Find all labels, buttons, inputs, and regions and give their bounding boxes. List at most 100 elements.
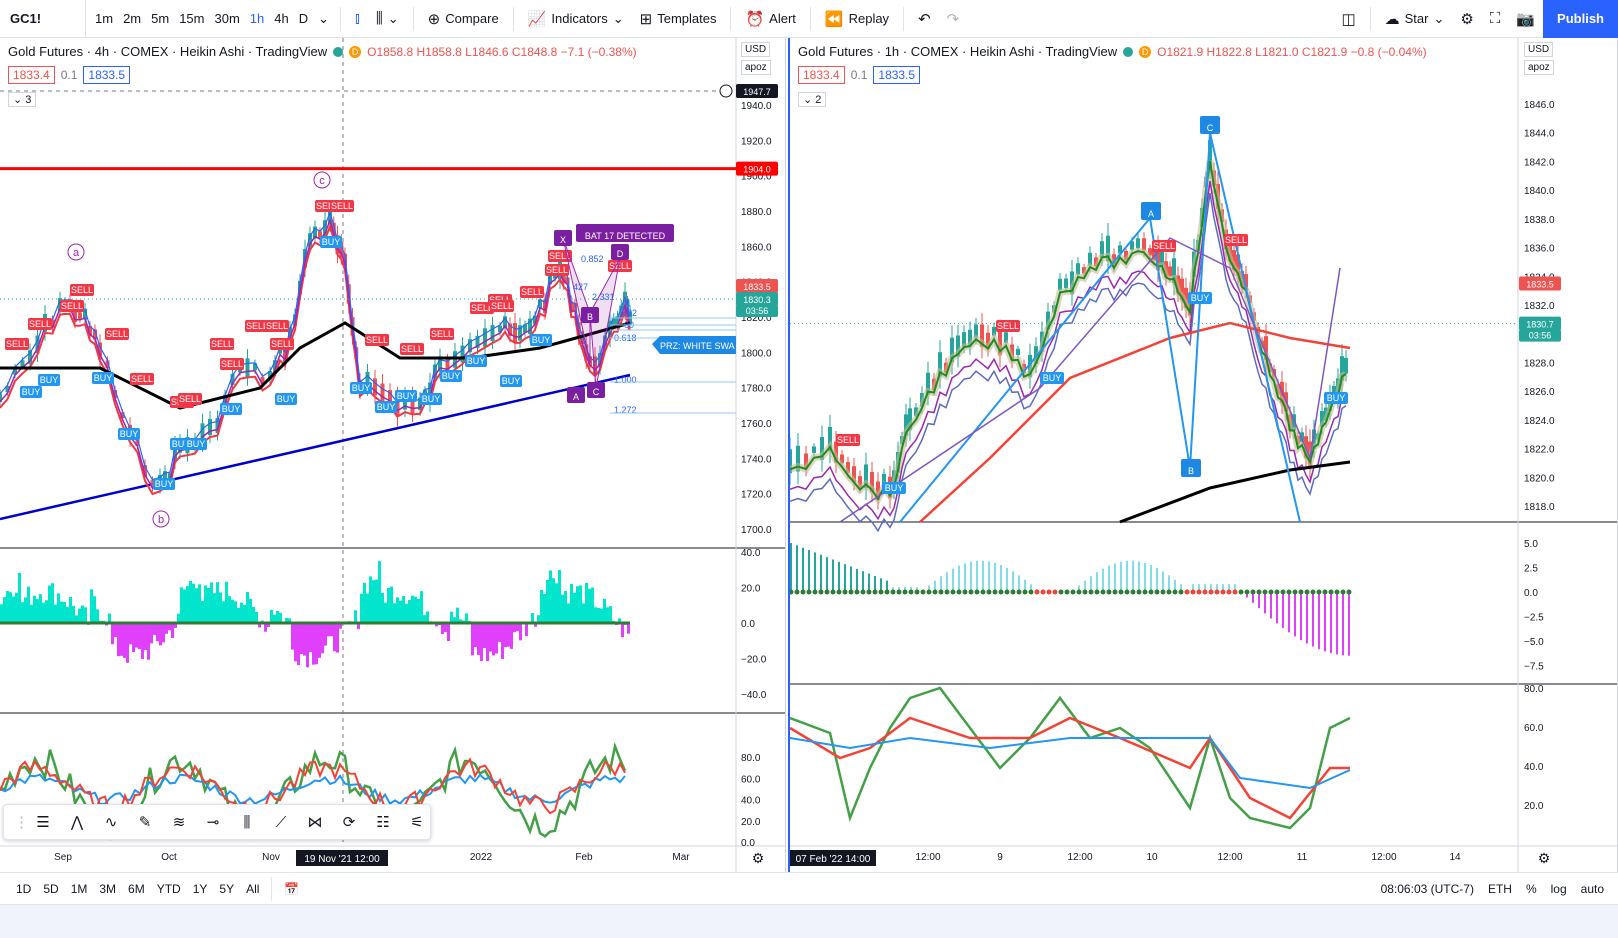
bid-button[interactable]: 1833.4 — [8, 66, 55, 84]
undo-button[interactable]: ↶ — [910, 0, 939, 38]
compare-button[interactable]: ⊕ Compare — [420, 0, 507, 38]
osc1-bar — [423, 615, 426, 623]
left-chart-pane[interactable]: 1940.01920.01900.01880.01860.01840.01820… — [0, 38, 786, 872]
cycle-icon[interactable]: ⟳ — [342, 814, 356, 831]
currency-select[interactable]: USD — [741, 42, 771, 57]
right-chart-canvas[interactable]: 1846.01844.01842.01840.01838.01836.01834… — [790, 38, 1618, 872]
trend-line-icon[interactable]: ⟋ — [275, 813, 287, 831]
buy-signal-tag-bg — [465, 355, 487, 367]
range-3m[interactable]: 3M — [99, 881, 117, 896]
osc1-tick: −20.0 — [741, 655, 767, 666]
redo-button[interactable]: ↷ — [939, 0, 968, 38]
unit-select[interactable]: apoz — [741, 60, 771, 75]
buy-signal-tag-bg — [220, 403, 242, 415]
range-1d[interactable]: 1D — [16, 881, 32, 896]
osc1-dot — [1220, 589, 1226, 595]
osc1-tick: 2.5 — [1524, 564, 1538, 575]
horizontal-ray-icon[interactable]: ⊸ — [206, 814, 220, 831]
range-1y[interactable]: 1Y — [192, 881, 208, 896]
indicator-collapse-button[interactable]: ⌄ 2 — [798, 92, 827, 107]
candle-body — [20, 360, 25, 367]
symbol-search[interactable]: GC1! — [0, 0, 86, 38]
osc1-bar — [453, 617, 456, 623]
lines-tool-icon[interactable]: ☰ — [36, 814, 50, 831]
replay-button[interactable]: ⏪ Replay — [817, 0, 897, 38]
session-toggle[interactable]: ETH — [1487, 881, 1512, 896]
save-star-button[interactable]: ☁ Star ⌄ — [1377, 0, 1453, 38]
osc1-bar — [621, 623, 624, 638]
divider — [412, 6, 414, 31]
candle-body — [380, 383, 385, 403]
publish-button[interactable]: Publish — [1543, 0, 1618, 38]
candle-body — [323, 220, 327, 239]
candle-body — [143, 465, 147, 477]
templates-button[interactable]: ⊞ Templates — [632, 0, 725, 38]
candle-body — [1232, 250, 1236, 271]
candle-body — [1088, 252, 1092, 266]
range-all[interactable]: All — [246, 881, 260, 896]
candle-body — [88, 325, 92, 336]
xabcd-pattern-icon[interactable]: ⋈ — [307, 814, 323, 831]
range-5y[interactable]: 5Y — [219, 881, 235, 896]
fullscreen-button[interactable]: ⛶ — [1482, 0, 1509, 38]
osc1-bar — [327, 623, 330, 637]
bid-button[interactable]: 1833.4 — [798, 66, 845, 84]
interval-2m[interactable]: 2m — [123, 11, 142, 26]
log-toggle[interactable]: log — [1550, 881, 1567, 896]
bottom-toolbar: 1D 5D 1M 3M 6M YTD 1Y 5Y All 📅 08:06:03 (UTC-7) … — [0, 872, 1618, 904]
abcd-pattern-icon[interactable]: ⋀ — [70, 814, 84, 831]
wave-label: b — [158, 514, 164, 526]
left-chart-canvas[interactable]: 1940.01920.01900.01880.01860.01840.01820… — [0, 38, 786, 872]
filters-icon[interactable]: ☷ — [376, 814, 390, 831]
osc1-bar — [57, 593, 60, 623]
chart-type-candles-button[interactable]: ⫼ ⌄ — [368, 0, 407, 38]
osc1-bar — [180, 587, 183, 623]
range-5d[interactable]: 5D — [43, 881, 59, 896]
chevron-down-icon: ⌄ — [612, 10, 624, 26]
candle-body — [790, 449, 792, 474]
osc1-bar — [36, 599, 39, 623]
interval-1m[interactable]: 1m — [95, 11, 114, 26]
interval-15m[interactable]: 15m — [179, 11, 205, 26]
osc1-bar — [534, 623, 537, 627]
osc1-bar — [201, 601, 204, 623]
chart-type-bars-button[interactable]: ⫾ — [347, 0, 368, 38]
auto-toggle[interactable]: auto — [1580, 881, 1604, 896]
ask-button[interactable]: 1833.5 — [873, 66, 921, 84]
osc1-dot — [836, 589, 842, 595]
osc1-bar — [1174, 579, 1176, 592]
interval-1h[interactable]: 1h — [249, 11, 265, 26]
time-tick: 12:00 — [915, 852, 940, 863]
percent-toggle[interactable]: % — [1525, 881, 1537, 896]
currency-select[interactable]: USD — [1524, 42, 1554, 57]
osc1-bar — [1078, 585, 1080, 592]
interval-5m[interactable]: 5m — [151, 11, 170, 26]
osc1-bar — [120, 623, 123, 656]
interval-4h[interactable]: 4h — [274, 11, 289, 26]
indicators-button[interactable]: 📈 Indicators ⌄ — [520, 0, 632, 38]
drag-handle-icon[interactable]: ⋮ — [14, 814, 29, 831]
goto-date-icon[interactable]: 📅 — [284, 881, 300, 896]
add-alert-icon[interactable] — [719, 84, 733, 98]
range-6m[interactable]: 6M — [128, 881, 145, 896]
clock[interactable]: 08:06:03 (UTC-7) — [1380, 881, 1474, 896]
ask-button[interactable]: 1833.5 — [83, 66, 131, 84]
interval-dropdown-icon[interactable]: ⌄ — [318, 10, 330, 26]
snapshot-button[interactable]: 📷 — [1508, 0, 1543, 38]
settings-button[interactable]: ⚙ — [1452, 0, 1481, 38]
brush-icon[interactable]: ✎ — [138, 814, 152, 831]
alert-button[interactable]: ⏰ Alert — [737, 0, 803, 38]
range-ytd[interactable]: YTD — [156, 881, 181, 896]
fib-channel-icon[interactable]: ≋ — [172, 814, 186, 831]
interval-30m[interactable]: 30m — [214, 11, 240, 26]
unit-select[interactable]: apoz — [1524, 60, 1554, 75]
candles-tool-icon[interactable]: ⫼ — [243, 813, 251, 831]
elliott-wave-icon[interactable]: ∿ — [104, 814, 118, 831]
indicator-collapse-button[interactable]: ⌄ 3 — [8, 92, 37, 107]
layout-button[interactable]: ◫ — [1333, 0, 1363, 38]
osc1-bar — [318, 623, 321, 658]
range-1m[interactable]: 1M — [70, 881, 88, 896]
right-chart-pane[interactable]: 1846.01844.01842.01840.01838.01836.01834… — [788, 38, 1618, 872]
interval-D[interactable]: D — [298, 11, 309, 26]
sliders-icon[interactable]: ⚟ — [410, 814, 424, 831]
